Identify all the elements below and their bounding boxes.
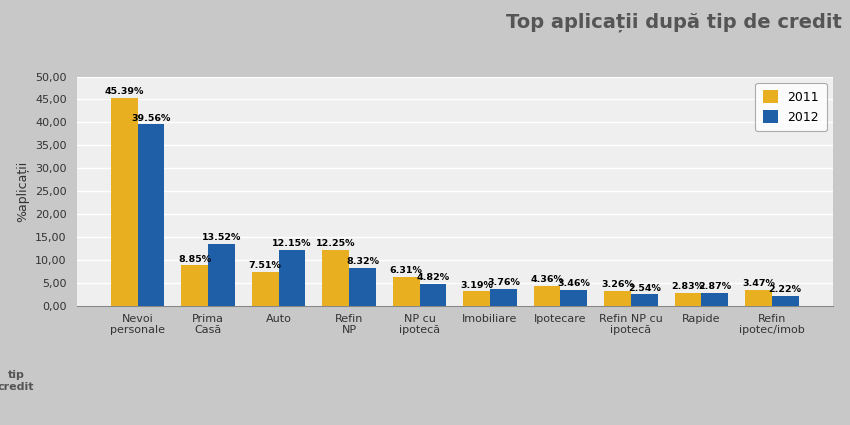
Bar [208,244,235,306]
Bar [745,290,772,306]
Text: 45.39%: 45.39% [105,87,144,96]
Legend: 2011, 2012: 2011, 2012 [755,83,827,131]
Text: 3.26%: 3.26% [601,280,634,289]
Text: 7.51%: 7.51% [249,261,281,270]
Text: 2.22%: 2.22% [768,285,802,294]
Bar [393,277,420,306]
Text: 3.19%: 3.19% [460,280,493,289]
Bar [534,286,560,306]
Bar [604,291,631,306]
Text: 3.46%: 3.46% [558,279,590,288]
Text: 12.25%: 12.25% [316,239,355,248]
Text: 8.85%: 8.85% [178,255,212,264]
Y-axis label: %aplicații: %aplicații [17,161,30,222]
Bar [631,295,658,306]
Bar [560,290,587,306]
Text: 3.76%: 3.76% [487,278,520,287]
Bar [420,284,446,306]
Bar [490,289,517,306]
Bar [675,293,701,306]
Text: 2.54%: 2.54% [628,283,660,292]
Text: Top aplicații după tip de credit: Top aplicații după tip de credit [506,13,842,32]
Bar [772,296,799,306]
Bar [463,292,490,306]
Bar [349,268,376,306]
Text: 2.87%: 2.87% [698,282,731,291]
Text: 4.36%: 4.36% [530,275,564,284]
Text: 6.31%: 6.31% [389,266,422,275]
Text: 3.47%: 3.47% [742,279,775,288]
Bar [279,250,305,306]
Bar [110,98,138,306]
Bar [322,250,349,306]
Bar [252,272,279,306]
Text: 2.83%: 2.83% [672,282,705,291]
Bar [138,125,164,306]
Text: tip
credit: tip credit [0,370,34,392]
Text: 39.56%: 39.56% [132,113,171,122]
Bar [701,293,728,306]
Text: 12.15%: 12.15% [272,239,312,248]
Text: 13.52%: 13.52% [201,233,241,242]
Text: 4.82%: 4.82% [416,273,450,282]
Bar [181,265,208,306]
Text: 8.32%: 8.32% [346,257,379,266]
